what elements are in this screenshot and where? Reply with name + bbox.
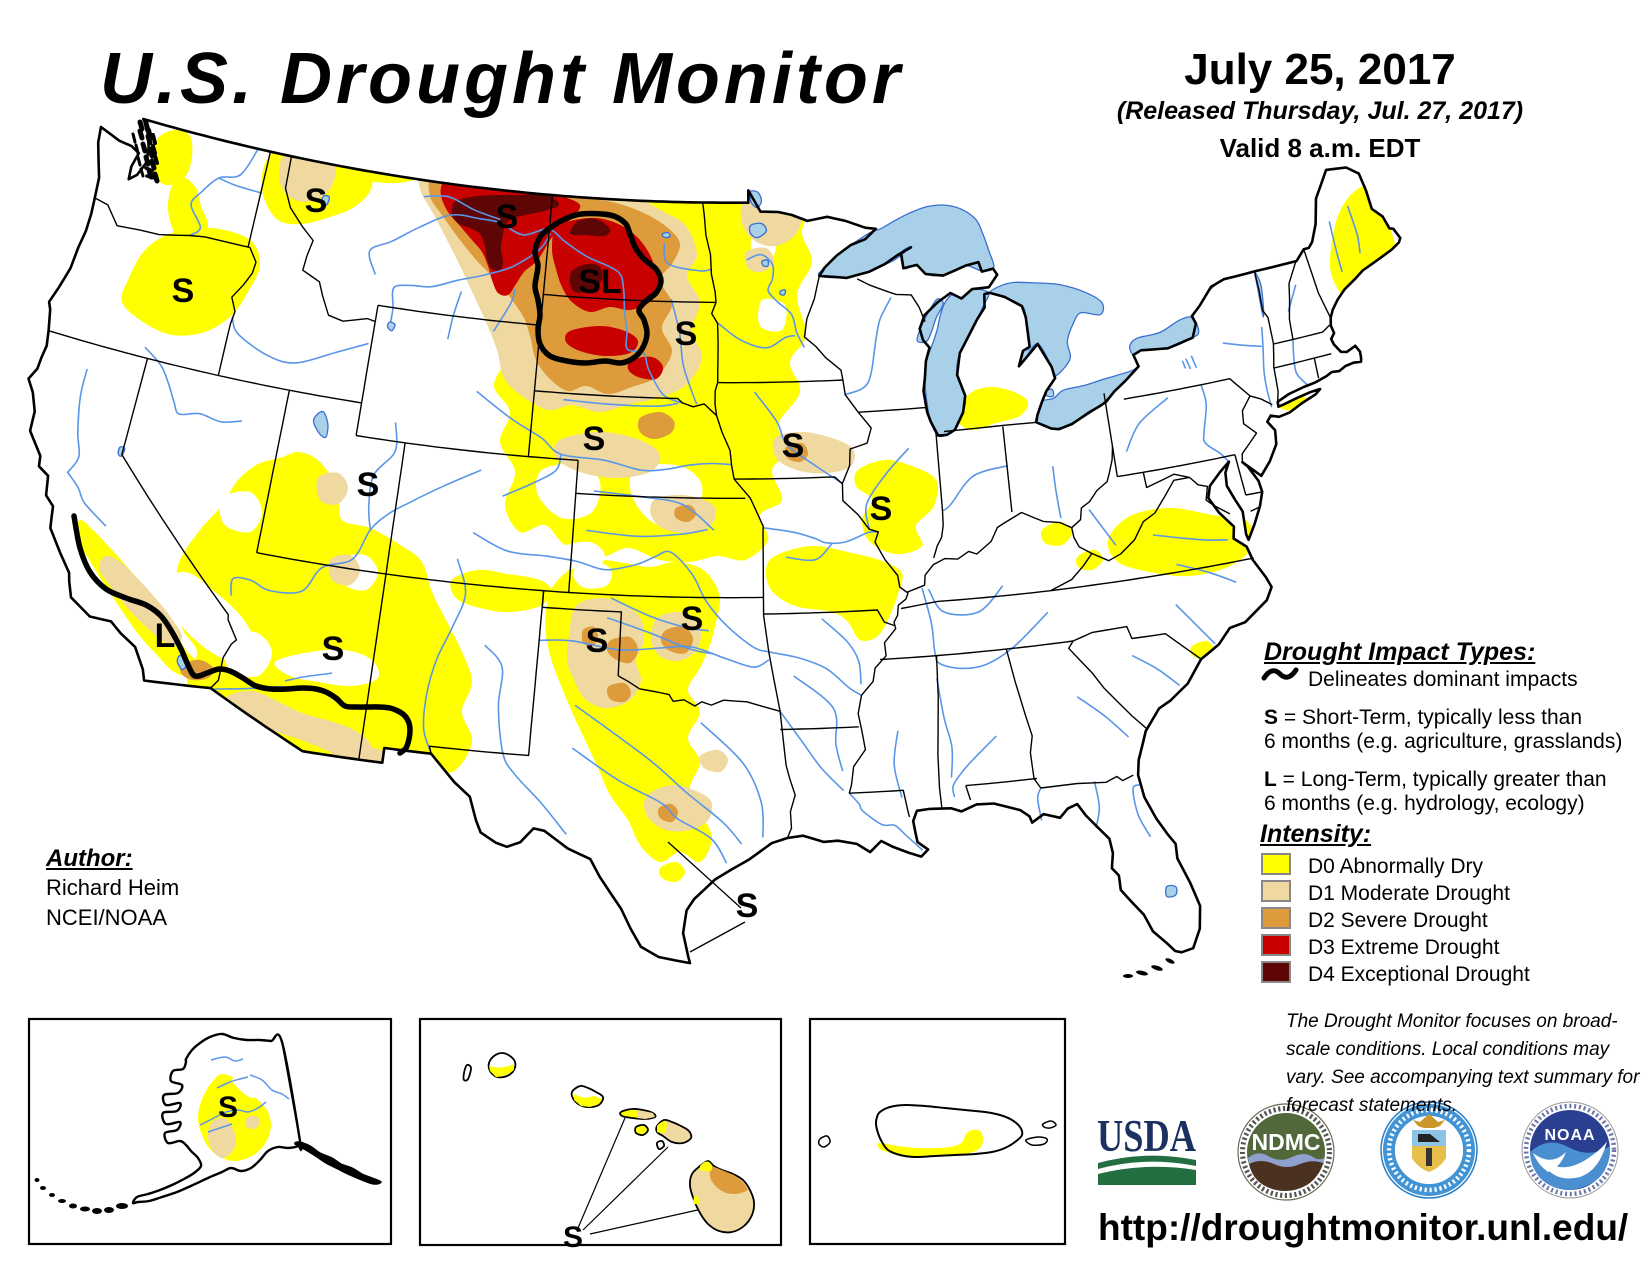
svg-text:S: S: [172, 272, 195, 310]
svg-text:S: S: [496, 198, 519, 236]
svg-text:NOAA: NOAA: [1544, 1127, 1595, 1144]
svg-text:S: S: [736, 887, 759, 925]
svg-text:S: S: [782, 427, 805, 465]
svg-text:S: S: [675, 315, 698, 353]
svg-text:SL: SL: [578, 263, 621, 301]
svg-text:S: S: [681, 600, 704, 638]
svg-text:L: L: [155, 617, 176, 655]
svg-text:NDMC: NDMC: [1252, 1129, 1321, 1155]
svg-text:S: S: [305, 182, 328, 220]
svg-text:S: S: [563, 1221, 583, 1254]
svg-text:S: S: [218, 1091, 238, 1124]
svg-text:S: S: [583, 420, 606, 458]
svg-text:S: S: [586, 622, 609, 660]
svg-text:USDA: USDA: [1097, 1111, 1196, 1161]
svg-text:S: S: [322, 630, 345, 668]
svg-text:S: S: [357, 466, 380, 504]
svg-text:S: S: [870, 490, 893, 528]
